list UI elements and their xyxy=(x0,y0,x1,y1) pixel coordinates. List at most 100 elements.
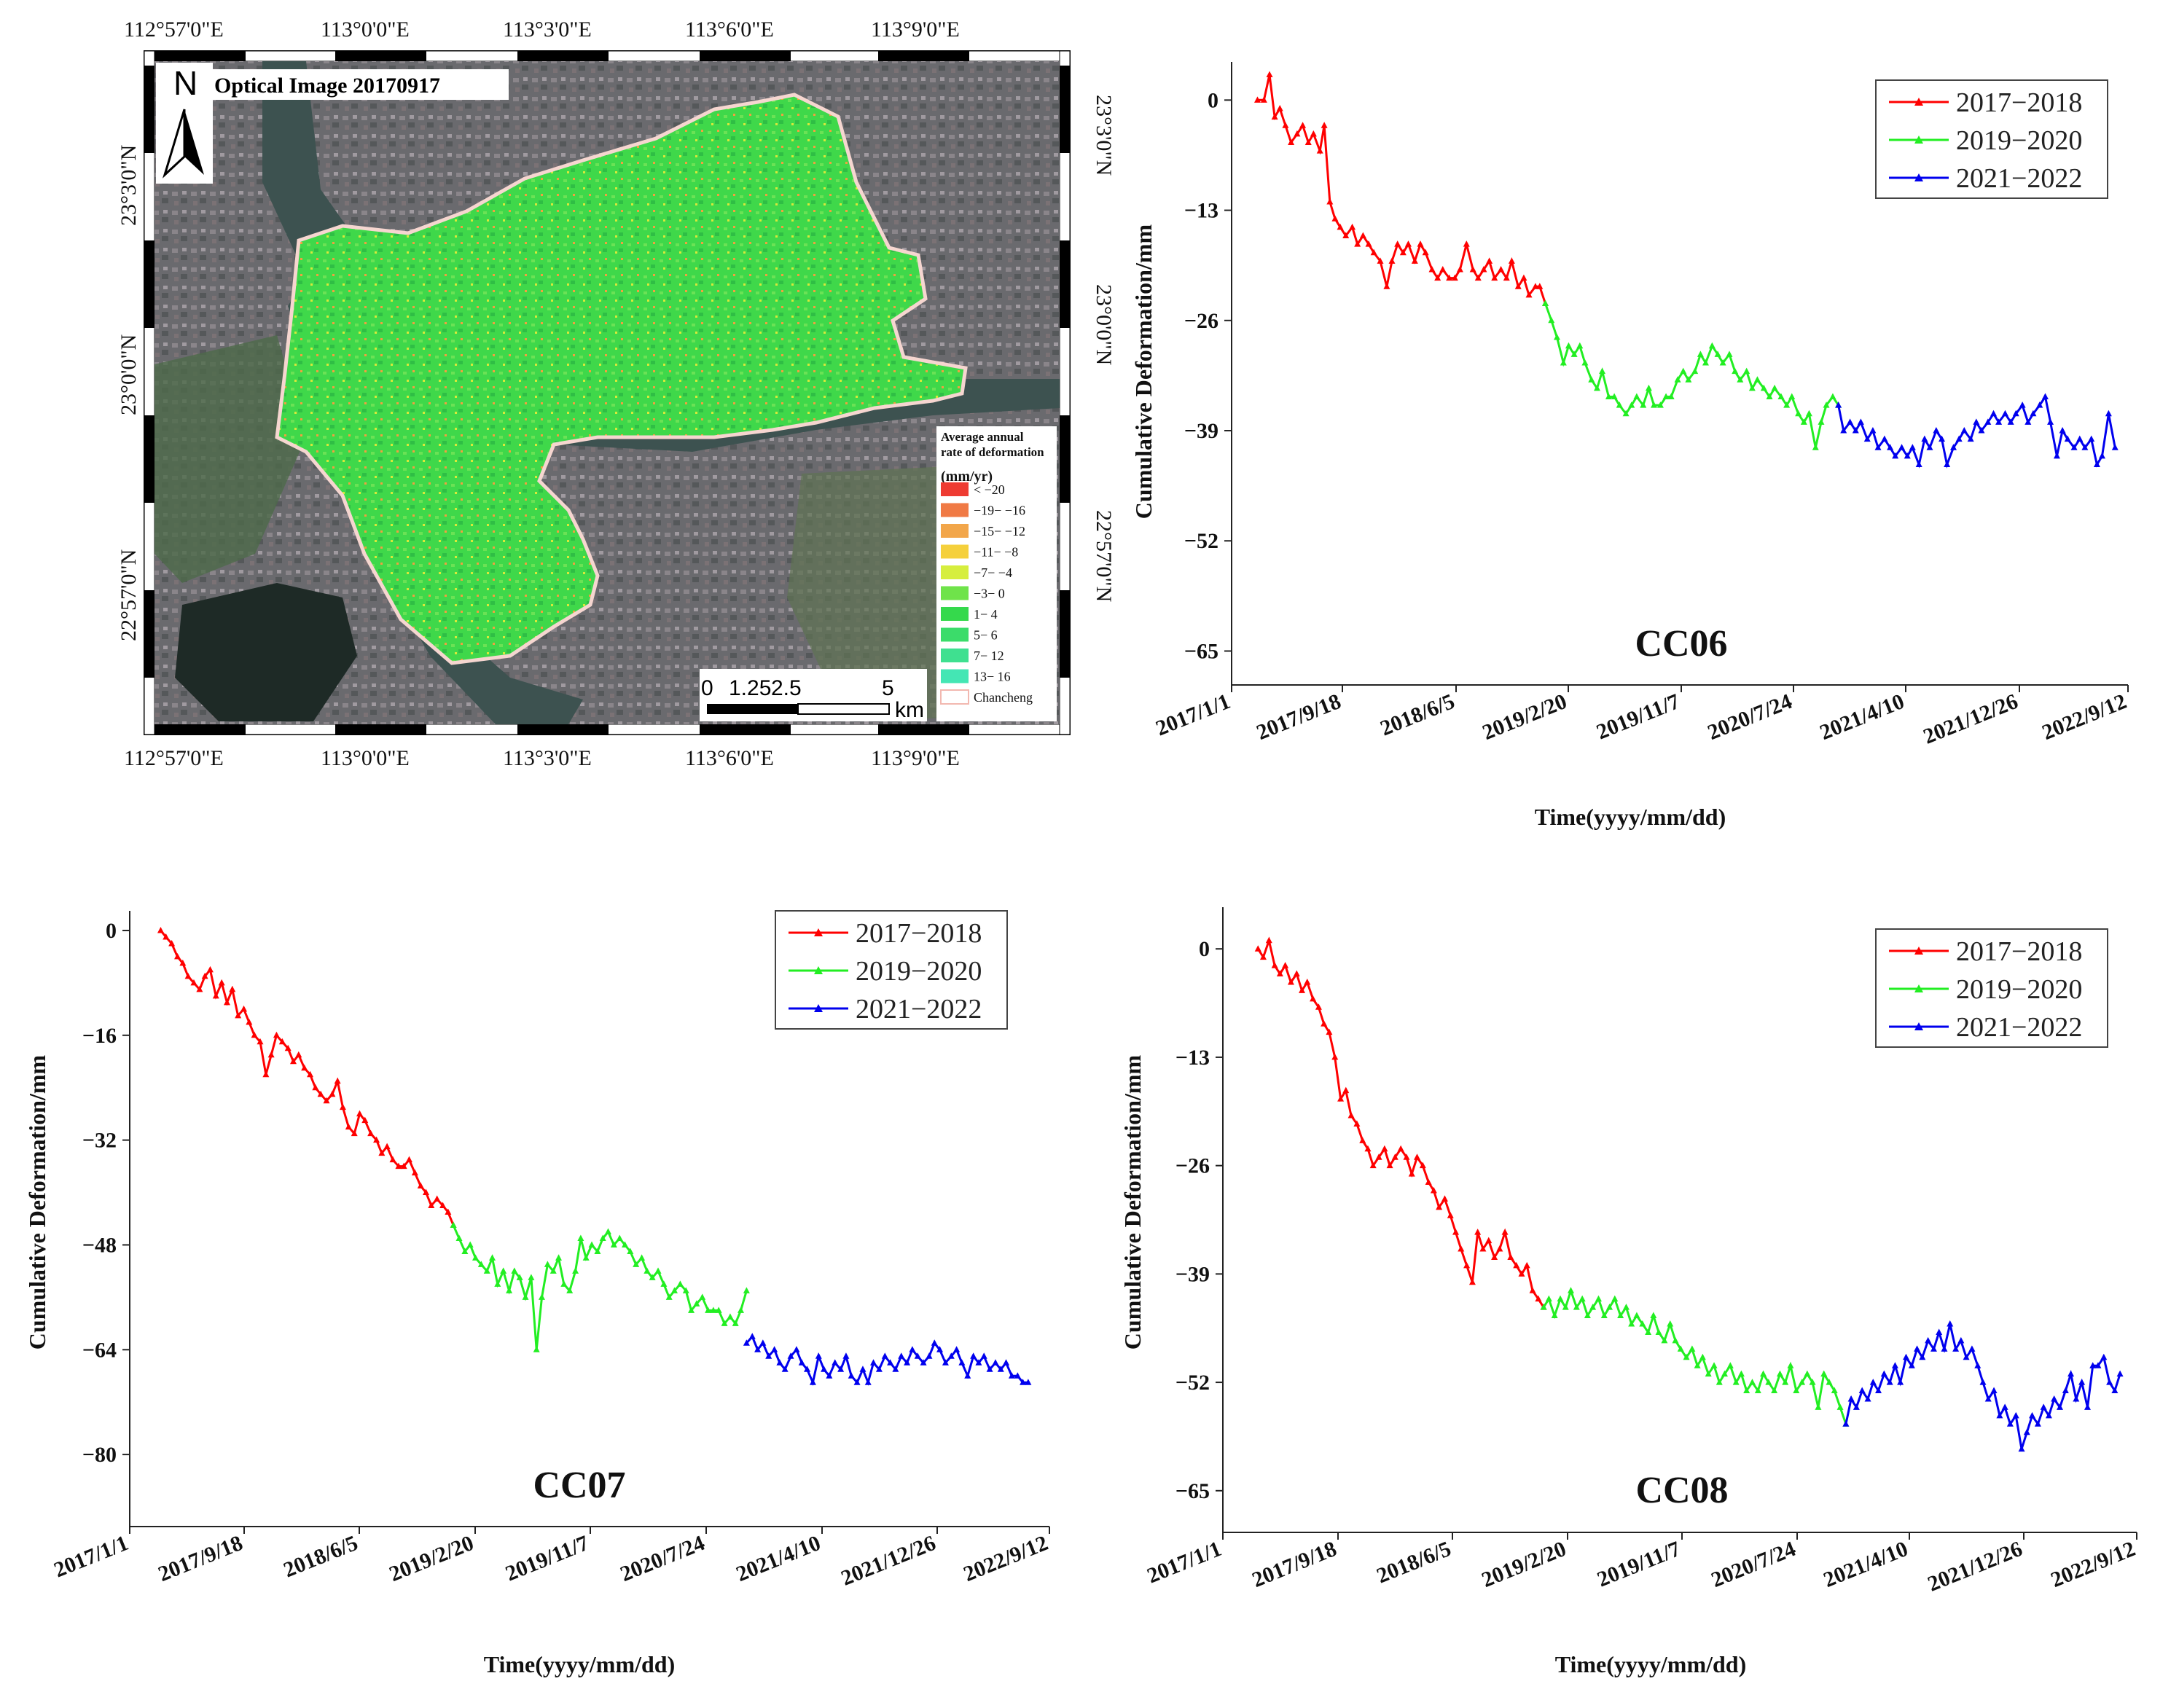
lon-label-bottom: 113°9'0"E xyxy=(871,746,960,770)
data-point xyxy=(1304,978,1311,985)
data-point xyxy=(1967,435,1974,442)
data-point xyxy=(1397,1145,1404,1152)
data-point xyxy=(660,1280,668,1287)
data-point xyxy=(1265,936,1272,944)
data-point xyxy=(1486,257,1493,264)
data-point xyxy=(936,1346,944,1352)
data-point xyxy=(931,1339,938,1346)
data-point xyxy=(1425,1178,1432,1186)
data-point xyxy=(323,1097,330,1104)
data-point xyxy=(2006,1420,2014,1427)
data-point xyxy=(1857,418,1864,425)
legend-label: < −20 xyxy=(974,482,1005,497)
data-point xyxy=(842,1352,850,1359)
scale-number: 5 xyxy=(882,676,894,700)
data-point xyxy=(1293,970,1300,977)
data-point xyxy=(1617,1312,1624,1319)
data-point xyxy=(2056,1403,2063,1410)
data-point xyxy=(411,1169,418,1176)
data-point xyxy=(688,1307,695,1313)
legend-swatch xyxy=(941,524,969,538)
data-point xyxy=(1545,1295,1552,1302)
data-point xyxy=(251,1031,258,1038)
data-point xyxy=(887,1359,894,1366)
data-point xyxy=(472,1254,479,1261)
x-axis-title: Time(yyyy/mm/dd) xyxy=(484,1651,676,1677)
y-tick-label: −16 xyxy=(82,1024,117,1048)
data-point xyxy=(2067,1370,2075,1377)
data-point xyxy=(466,1241,474,1247)
data-point xyxy=(1633,393,1640,399)
data-point xyxy=(1403,1153,1410,1160)
data-point xyxy=(1963,1353,1970,1360)
data-point xyxy=(1553,334,1560,340)
data-point xyxy=(1787,1362,1794,1368)
series-line xyxy=(1837,393,2116,469)
legend-label: Chancheng xyxy=(974,690,1033,705)
y-tick-label: −65 xyxy=(1175,1479,1210,1503)
data-point xyxy=(1422,248,1429,256)
data-point xyxy=(743,1287,750,1293)
data-point xyxy=(1640,401,1647,408)
data-point xyxy=(2064,435,2071,442)
data-point xyxy=(1271,113,1278,120)
data-point xyxy=(1835,401,1842,408)
data-point xyxy=(765,1352,772,1359)
data-point xyxy=(1869,427,1877,434)
series-line xyxy=(746,1334,1028,1387)
data-point xyxy=(1667,1320,1674,1327)
data-point xyxy=(1921,435,1928,442)
data-point xyxy=(1529,1287,1536,1293)
data-point xyxy=(1645,1328,1652,1335)
lon-label-top: 113°0'0"E xyxy=(321,17,410,42)
legend-marker xyxy=(814,928,823,936)
y-tick-label: −65 xyxy=(1184,639,1218,663)
y-tick-label: −13 xyxy=(1175,1046,1210,1070)
data-point xyxy=(1760,1370,1767,1377)
data-point xyxy=(1863,435,1871,442)
data-point xyxy=(1282,962,1289,968)
data-point xyxy=(1525,291,1533,298)
data-point xyxy=(356,1110,363,1117)
data-point xyxy=(1936,1328,1943,1335)
data-point xyxy=(400,1162,407,1170)
data-point xyxy=(1771,1387,1778,1394)
legend-entry: 2021−2022 xyxy=(1956,1012,2082,1043)
data-point xyxy=(2023,1428,2030,1435)
data-point xyxy=(1458,1245,1465,1252)
data-point xyxy=(1599,367,1606,375)
series-line xyxy=(1544,302,1839,448)
data-point xyxy=(2040,1403,2047,1410)
data-point xyxy=(920,1359,927,1366)
data-point xyxy=(1689,1345,1696,1352)
data-point xyxy=(1984,1395,1992,1402)
x-tick-label: 2022/9/12 xyxy=(2038,689,2129,745)
lon-label-top: 113°9'0"E xyxy=(871,17,960,42)
x-tick-label: 2022/9/12 xyxy=(960,1531,1051,1586)
data-point xyxy=(549,1267,557,1274)
data-point xyxy=(1902,1353,1909,1360)
scale-number: 0 xyxy=(701,676,713,700)
data-point xyxy=(1520,274,1527,281)
legend-swatch xyxy=(941,586,969,600)
data-point xyxy=(2034,1420,2041,1427)
data-point xyxy=(345,1123,352,1130)
data-point xyxy=(1847,1395,1855,1402)
data-point xyxy=(1628,1320,1635,1327)
data-point xyxy=(776,1359,783,1366)
data-point xyxy=(273,1031,280,1038)
data-point xyxy=(1276,970,1283,977)
y-tick-label: −13 xyxy=(1184,199,1218,223)
data-point xyxy=(1978,427,1985,434)
legend-marker xyxy=(814,1004,823,1012)
data-point xyxy=(837,1366,845,1372)
data-point xyxy=(588,1241,595,1247)
data-point xyxy=(428,1202,435,1209)
data-point xyxy=(1743,1387,1750,1394)
data-point xyxy=(1294,130,1301,137)
data-point xyxy=(793,1346,800,1352)
data-point xyxy=(1271,962,1278,968)
data-point xyxy=(881,1352,888,1359)
data-point xyxy=(489,1254,496,1261)
data-point xyxy=(1914,1345,1921,1352)
